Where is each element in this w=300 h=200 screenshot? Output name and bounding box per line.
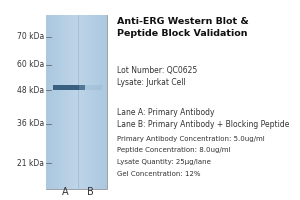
Text: Lane A: Primary Antibody: Lane A: Primary Antibody (117, 108, 214, 117)
Text: 21 kDa: 21 kDa (17, 159, 44, 168)
Text: A: A (62, 187, 69, 197)
Text: Lysate Quantity: 25μg/lane: Lysate Quantity: 25μg/lane (117, 159, 210, 165)
FancyBboxPatch shape (79, 85, 102, 90)
Text: 70 kDa: 70 kDa (17, 32, 44, 41)
Text: Lysate: Jurkat Cell: Lysate: Jurkat Cell (117, 78, 185, 87)
Text: 60 kDa: 60 kDa (17, 60, 44, 69)
Text: Lot Number: QC0625: Lot Number: QC0625 (117, 66, 197, 75)
Text: Lane B: Primary Antibody + Blocking Peptide: Lane B: Primary Antibody + Blocking Pept… (117, 120, 289, 129)
Text: B: B (87, 187, 94, 197)
Text: Anti-ERG Western Blot &
Peptide Block Validation: Anti-ERG Western Blot & Peptide Block Va… (117, 17, 248, 38)
FancyBboxPatch shape (46, 15, 106, 189)
Text: 48 kDa: 48 kDa (17, 86, 44, 95)
Text: 36 kDa: 36 kDa (17, 119, 44, 128)
Text: Gel Concentration: 12%: Gel Concentration: 12% (117, 171, 200, 177)
Text: Primary Antibody Concentration: 5.0ug/ml: Primary Antibody Concentration: 5.0ug/ml (117, 136, 264, 142)
FancyBboxPatch shape (53, 85, 85, 90)
Text: Peptide Concentration: 8.0ug/ml: Peptide Concentration: 8.0ug/ml (117, 147, 230, 153)
